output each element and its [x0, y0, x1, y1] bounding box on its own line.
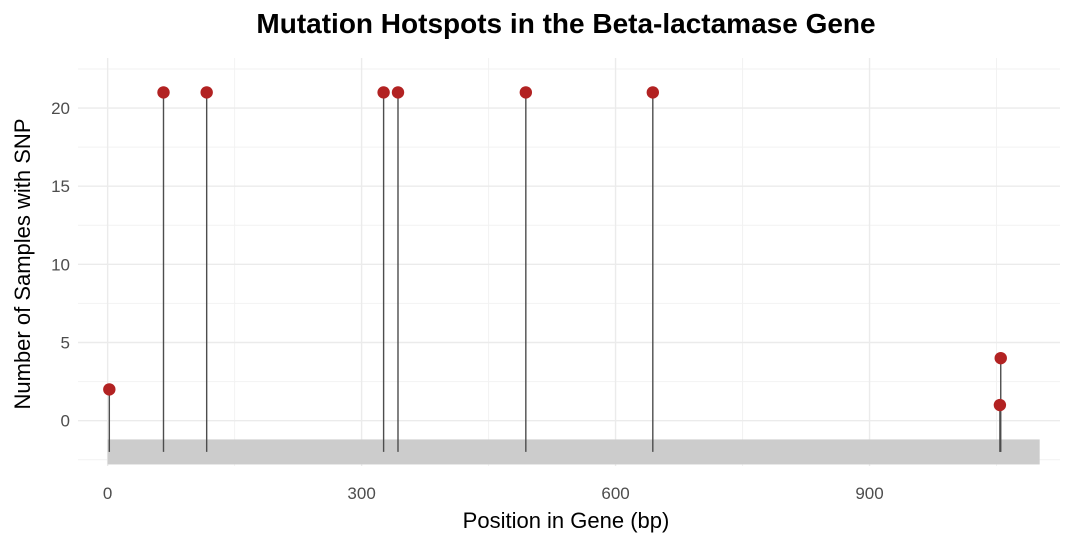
y-axis-label: Number of Samples with SNP [10, 119, 35, 410]
y-tick-label: 0 [61, 412, 70, 431]
x-tick-label: 300 [347, 484, 375, 503]
x-axis-label: Position in Gene (bp) [463, 508, 670, 533]
gene-region [107, 439, 1040, 465]
data-point [994, 351, 1007, 365]
x-tick-label: 600 [601, 484, 629, 503]
points [103, 86, 1007, 412]
data-point [391, 86, 405, 99]
grid [78, 58, 1060, 466]
data-point [519, 86, 533, 99]
data-point [200, 86, 213, 99]
y-axis-ticks: 0 5 10 15 20 [51, 99, 70, 431]
y-tick-label: 10 [51, 255, 70, 274]
data-point [646, 86, 660, 99]
y-tick-label: 5 [61, 334, 70, 353]
data-point [377, 86, 390, 99]
x-tick-label: 0 [103, 484, 112, 503]
stems [108, 92, 1002, 452]
y-tick-label: 20 [51, 99, 70, 118]
data-point [157, 86, 170, 99]
data-point [103, 383, 116, 396]
x-axis-ticks: 0 300 600 900 [103, 484, 884, 503]
data-point [993, 398, 1007, 412]
chart-title: Mutation Hotspots in the Beta-lactamase … [256, 8, 875, 39]
x-tick-label: 900 [855, 484, 883, 503]
gene-bar [107, 439, 1040, 465]
y-tick-label: 15 [51, 177, 70, 196]
